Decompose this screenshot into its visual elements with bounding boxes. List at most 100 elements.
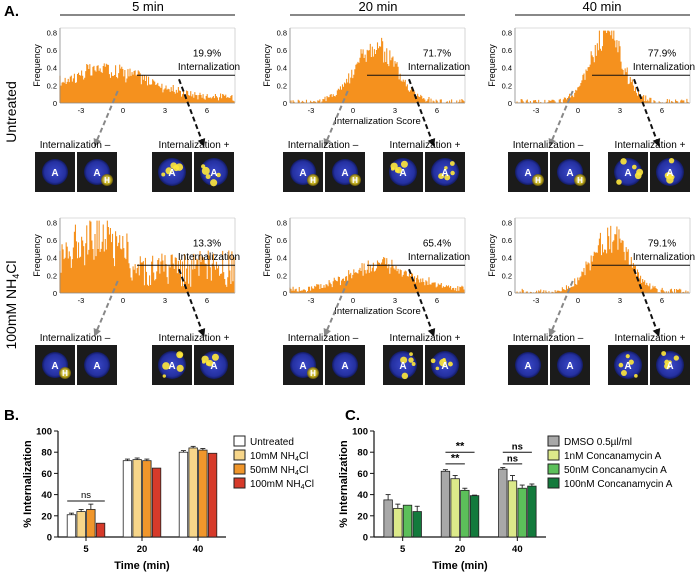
internalization-negative-label: Internalization – <box>288 333 359 344</box>
internalization-percent: 13.3% <box>193 239 221 250</box>
negative-arrow <box>323 90 349 147</box>
histogram-xlabel: Internalization Score <box>334 116 421 127</box>
panel-label-a: A. <box>4 3 19 20</box>
histogram-panel: 0 0.2 0.4 0.6 0.8 Frequency -3 0 3 6 79.1% Internal… <box>487 217 695 337</box>
histogram-ylabel: Frequency <box>32 234 42 277</box>
histogram-panel: 0 0.2 0.4 0.6 0.8 Frequency -3 0 3 6 Internalizati… <box>262 217 470 337</box>
cell-letter-a: A <box>341 168 348 179</box>
cell-letter-a: A <box>51 168 58 179</box>
row-label-untreated: Untreated <box>3 81 19 142</box>
chart-c: 0 20 40 60 80 100% Internalization Time (min) 5… <box>338 427 673 573</box>
microscopy-thumbnail: A <box>194 152 234 192</box>
bar <box>76 511 86 538</box>
y-tick-label: 60 <box>357 469 368 480</box>
internalization-label: Internalization <box>178 252 240 263</box>
yellow-particle <box>448 361 453 367</box>
microscopy-thumbnail: A <box>650 152 690 192</box>
negative-arrow <box>323 280 349 337</box>
significance-label: ** <box>451 452 460 464</box>
bar <box>207 452 218 538</box>
bar <box>142 460 152 538</box>
yellow-particle <box>307 367 319 379</box>
x-tick-label: 5 <box>400 544 406 555</box>
positive-arrow <box>633 268 661 337</box>
cell-letter-a: A <box>524 168 531 179</box>
microscopy-thumbnail: A <box>77 345 117 385</box>
yellow-particle <box>59 367 71 379</box>
histogram-xtick-label: -3 <box>533 106 540 115</box>
bar <box>383 499 393 538</box>
bar <box>517 487 527 538</box>
x-tick-label: 20 <box>455 544 466 555</box>
bar <box>188 447 198 538</box>
row-label-nh4cl-sub: 4 <box>11 274 21 279</box>
histogram-ytick-label: 0.6 <box>277 46 287 55</box>
x-axis-label: Time (min) <box>114 560 170 572</box>
yellow-particle <box>438 173 445 180</box>
yellow-particle <box>449 161 455 166</box>
histogram-xtick-label: -3 <box>308 296 315 305</box>
histogram-xtick-label: 3 <box>163 106 167 115</box>
yellow-particle <box>574 174 586 186</box>
internalization-negative-label: Internalization – <box>513 140 584 151</box>
internalization-positive-label: Internalization + <box>159 140 230 151</box>
time-header-40: 40 min <box>582 0 621 14</box>
yellow-particle <box>620 158 627 165</box>
positive-arrow <box>178 78 206 147</box>
x-tick-label: 40 <box>512 544 523 555</box>
legend-label: Untreated <box>250 437 294 448</box>
histogram-ytick-label: 0 <box>508 289 512 298</box>
y-tick-label: 100 <box>36 427 52 438</box>
bar <box>450 478 460 538</box>
microscopy-thumbnail: A <box>508 345 548 385</box>
legend-label-pre: 100mM NH <box>250 479 301 490</box>
y-tick-label: 20 <box>357 511 368 522</box>
histogram-ytick-label: 0 <box>53 99 57 108</box>
negative-arrow <box>548 90 574 147</box>
legend-label: 10mM NH4Cl <box>250 451 308 463</box>
blue-cell <box>614 351 642 379</box>
chart-b: 0 20 40 60 80 100% Internalization Time (min) 5… <box>22 427 314 573</box>
histogram-ytick-label: 0.8 <box>277 28 287 37</box>
y-tick-label: 100 <box>352 427 368 438</box>
yellow-particle <box>162 362 170 370</box>
cell-letter-a: A <box>299 168 306 179</box>
yellow-particle <box>201 166 210 175</box>
legend-swatch <box>547 463 560 475</box>
yellow-particle <box>673 355 679 361</box>
blue-cell <box>656 158 684 186</box>
yellow-particle <box>210 179 218 187</box>
histogram-ytick-label: 0.2 <box>277 81 287 90</box>
y-tick-label: 60 <box>41 469 52 480</box>
histogram-xtick-label: 3 <box>393 296 397 305</box>
yellow-particle <box>666 176 674 184</box>
bar <box>469 495 480 538</box>
histogram-xtick-label: -3 <box>533 296 540 305</box>
microscopy-thumbnail: A <box>608 345 648 385</box>
legend-label: 50mM NH4Cl <box>250 465 308 477</box>
y-tick-label: 0 <box>47 533 52 544</box>
yellow-particle <box>165 167 173 175</box>
histogram-xtick-label: 0 <box>121 296 125 305</box>
microscopy-panels: Internalization – Internalization +A AHA AI… <box>35 140 690 385</box>
microscopy-thumbnail: A <box>194 345 234 385</box>
internalization-negative-label: Internalization – <box>40 140 111 151</box>
histogram-xtick-label: 0 <box>351 106 355 115</box>
legend-swatch <box>547 449 560 461</box>
histogram-ytick-label: 0.2 <box>502 271 512 280</box>
legend-swatch <box>233 449 246 461</box>
time-header-20: 20 min <box>358 0 397 14</box>
histogram-ytick-label: 0.6 <box>277 236 287 245</box>
internalization-positive-label: Internalization + <box>615 333 686 344</box>
microscopy-thumbnail: A <box>425 345 465 385</box>
positive-arrow <box>633 78 661 147</box>
yellow-particle <box>390 167 395 171</box>
cell-letter-h: H <box>62 369 68 378</box>
yellow-particle <box>625 354 630 359</box>
bar <box>132 459 142 538</box>
panel-label-c: C. <box>345 407 360 424</box>
histogram-ytick-label: 0.2 <box>277 271 287 280</box>
legend-label-post: Cl <box>299 465 308 476</box>
y-axis-label: % Internalization <box>22 440 34 528</box>
histogram-ytick-label: 0.6 <box>47 46 57 55</box>
